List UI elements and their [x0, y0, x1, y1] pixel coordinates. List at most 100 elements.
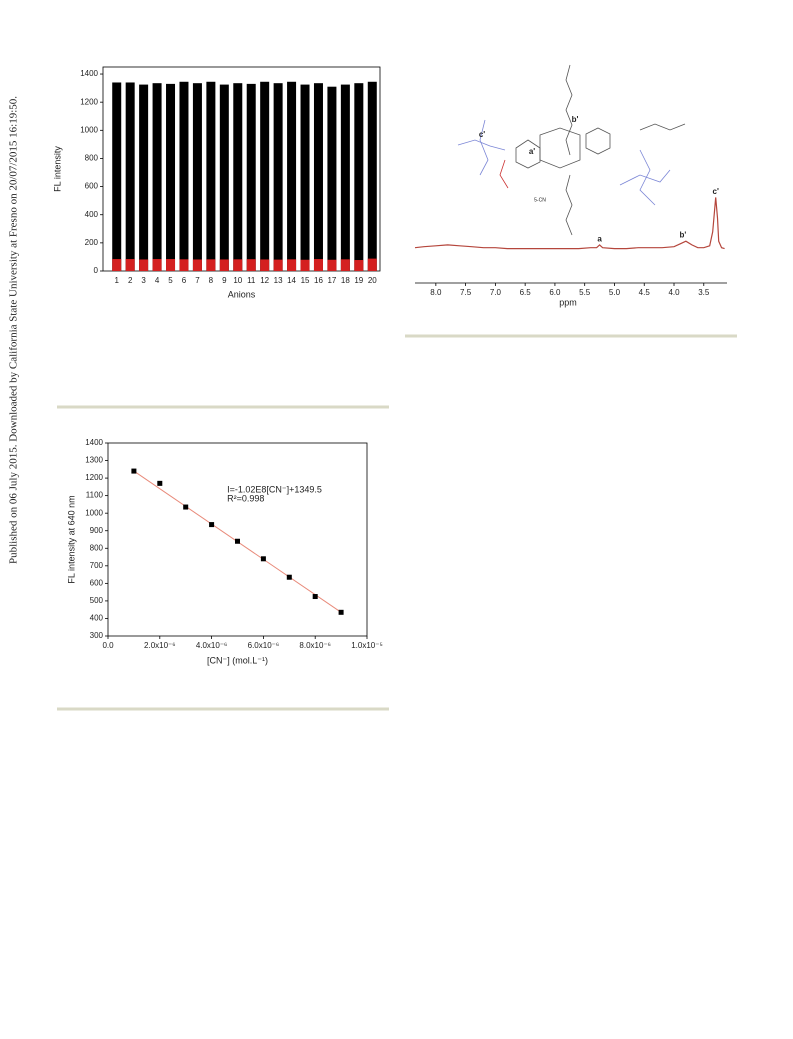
y-tick-label: 1400: [80, 69, 98, 78]
data-point: [312, 594, 318, 600]
bar: [287, 259, 297, 271]
x-tick-label: 8: [209, 276, 214, 285]
x-tick-label: 1.0x10⁻⁵: [351, 641, 383, 650]
y-axis-label: FL intensity: [52, 146, 62, 192]
bar: [112, 259, 122, 271]
bar: [300, 84, 310, 271]
x-tick-label: 7.5: [460, 288, 472, 297]
y-tick-label: 300: [90, 631, 104, 640]
data-point: [338, 609, 344, 615]
bar: [192, 83, 202, 271]
x-tick-label: 10: [233, 276, 242, 285]
bar: [287, 81, 297, 271]
structure-label: b': [572, 115, 579, 124]
x-tick-label: 6.5: [520, 288, 532, 297]
y-tick-label: 0: [94, 266, 99, 275]
bar: [166, 83, 176, 272]
bar: [367, 81, 377, 271]
data-point: [183, 504, 189, 510]
data-point: [286, 574, 292, 580]
bar: [152, 259, 162, 271]
structure-label: 5-CN: [534, 197, 546, 203]
bar: [354, 260, 364, 271]
x-tick-label: 8.0x10⁻⁶: [299, 641, 331, 650]
bar: [206, 259, 216, 271]
bar: [206, 81, 216, 271]
x-tick-label: 1: [114, 276, 119, 285]
x-tick-label: 12: [260, 276, 269, 285]
bar: [246, 83, 256, 272]
y-tick-label: 1000: [80, 125, 98, 134]
x-tick-label: 7.0: [490, 288, 502, 297]
bar: [166, 259, 176, 271]
y-tick-label: 600: [90, 578, 104, 587]
x-axis-label: ppm: [559, 297, 577, 307]
structure-label: a': [529, 147, 535, 156]
bar: [260, 259, 270, 271]
data-point: [209, 522, 215, 528]
x-tick-label: 2: [128, 276, 133, 285]
y-axis-label: FL intensity at 640 nm: [66, 495, 76, 583]
bar: [192, 259, 202, 271]
peak-label: c': [713, 187, 719, 196]
bar: [273, 259, 283, 271]
x-tick-label: 2.0x10⁻⁶: [144, 641, 176, 650]
fit-equation: I=-1.02E8[CN⁻]+1349.5: [227, 485, 322, 495]
fit-equation: R²=0.998: [227, 494, 264, 504]
x-tick-label: 8.0: [430, 288, 442, 297]
bar: [233, 259, 243, 271]
molecule-sketch: [457, 64, 686, 236]
bar: [367, 258, 377, 271]
bar: [139, 84, 149, 271]
bar: [260, 81, 270, 271]
x-tick-label: 0.0: [102, 641, 114, 650]
y-tick-label: 800: [85, 154, 99, 163]
bar: [246, 259, 256, 271]
bar: [340, 259, 350, 271]
bar: [327, 259, 337, 271]
x-tick-label: 5.0: [609, 288, 621, 297]
data-point: [260, 556, 266, 562]
x-tick-label: 13: [274, 276, 283, 285]
y-tick-label: 1200: [80, 97, 98, 106]
bar: [139, 259, 149, 271]
bar: [219, 259, 229, 271]
x-axis-label: Anions: [228, 289, 256, 299]
x-axis-label: [CN⁻] (mol.L⁻¹): [207, 655, 268, 665]
y-tick-label: 1300: [85, 456, 103, 465]
peak-label: a: [597, 234, 602, 243]
x-tick-label: 3: [141, 276, 146, 285]
x-tick-label: 6.0x10⁻⁶: [248, 641, 280, 650]
x-tick-label: 3.5: [698, 288, 710, 297]
bar: [300, 259, 310, 271]
x-tick-label: 20: [368, 276, 377, 285]
y-tick-label: 400: [90, 614, 104, 623]
bar: [179, 259, 189, 271]
bar: [273, 83, 283, 271]
y-tick-label: 1000: [85, 508, 103, 517]
y-tick-label: 900: [90, 526, 104, 535]
y-tick-label: 400: [85, 210, 99, 219]
data-point: [157, 480, 163, 486]
x-tick-label: 7: [195, 276, 200, 285]
x-tick-label: 15: [301, 276, 310, 285]
peak-label: b': [680, 231, 687, 240]
y-tick-label: 1100: [86, 491, 104, 500]
x-tick-label: 9: [222, 276, 227, 285]
y-tick-label: 200: [85, 238, 99, 247]
bar: [219, 84, 229, 271]
x-tick-label: 5: [168, 276, 173, 285]
x-tick-label: 16: [314, 276, 323, 285]
bar: [313, 259, 323, 271]
data-point: [131, 468, 137, 474]
bar: [327, 86, 337, 271]
y-tick-label: 1200: [85, 473, 103, 482]
plot-frame: [107, 442, 368, 637]
bar: [125, 259, 135, 271]
x-tick-label: 14: [287, 276, 296, 285]
x-tick-label: 17: [327, 276, 336, 285]
bar: [354, 83, 364, 271]
bar: [179, 81, 189, 271]
